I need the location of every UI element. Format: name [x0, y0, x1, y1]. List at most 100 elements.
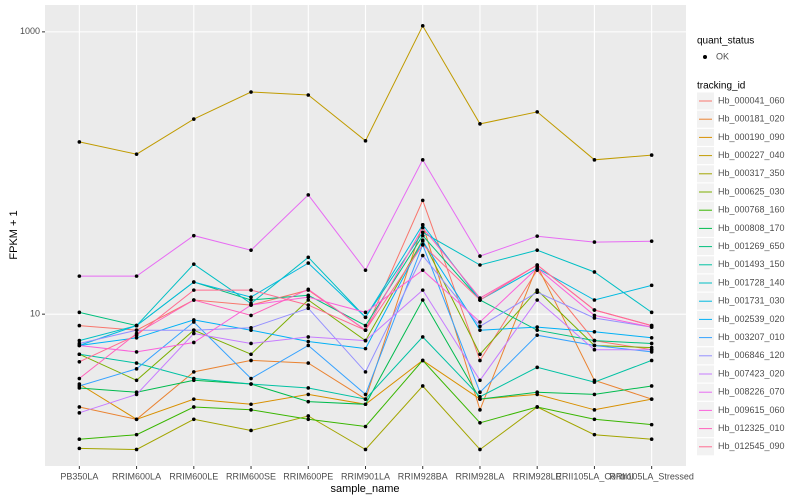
data-point [192, 340, 196, 345]
data-point [77, 411, 82, 415]
data-point [592, 408, 597, 412]
legend-label: Hb_009615_060 [718, 405, 785, 415]
legend-title: tracking_id [697, 81, 745, 92]
legend-point [703, 55, 707, 59]
data-point [134, 152, 139, 156]
legend-label: Hb_000625_030 [718, 186, 785, 196]
data-point [649, 323, 654, 328]
y-tick-label: 1000 [20, 26, 40, 36]
data-point [306, 386, 311, 390]
data-point [306, 399, 311, 404]
data-point [77, 140, 82, 144]
data-point [592, 347, 597, 352]
legend-label: Hb_000227_040 [718, 150, 785, 160]
x-tick-label: RRIM600PE [283, 471, 333, 481]
data-point [478, 378, 482, 383]
data-point [478, 298, 482, 302]
data-point [192, 288, 196, 292]
data-point [192, 417, 196, 422]
data-point [192, 233, 196, 238]
data-point [420, 243, 425, 247]
data-point [192, 320, 196, 324]
data-point [592, 298, 597, 302]
shape-legend-title: quant_status [697, 36, 754, 47]
data-point [363, 139, 368, 143]
data-point [478, 352, 482, 357]
data-point [77, 446, 82, 451]
data-point [306, 361, 311, 365]
data-point [478, 390, 482, 394]
data-point [249, 358, 253, 363]
data-point [134, 361, 139, 365]
legend-label: Hb_000190_090 [718, 132, 785, 142]
data-point [535, 263, 539, 267]
data-point [77, 343, 82, 348]
data-point [420, 24, 425, 28]
data-point [77, 384, 82, 388]
data-point [592, 338, 597, 343]
data-point [478, 263, 482, 267]
data-point [420, 230, 425, 235]
data-point [535, 290, 539, 295]
shape-legend-label: OK [716, 51, 729, 61]
data-point [592, 316, 597, 320]
data-point [77, 359, 82, 364]
data-point [420, 225, 425, 230]
y-tick-label: 10 [30, 309, 40, 319]
x-tick-label: RRII105LA_Stressed [609, 471, 694, 481]
data-point [77, 376, 82, 381]
data-point [363, 268, 368, 272]
data-point [420, 233, 425, 238]
y-axis-title: FPKM + 1 [8, 210, 20, 259]
data-point [134, 417, 139, 422]
data-point [77, 338, 82, 343]
data-point [420, 358, 425, 363]
data-point [306, 417, 311, 422]
legend-label: Hb_000808_170 [718, 223, 785, 233]
legend-label: Hb_000768_160 [718, 205, 785, 215]
data-point [192, 280, 196, 284]
data-point [535, 405, 539, 409]
data-point [363, 315, 368, 320]
data-point [192, 370, 196, 374]
data-point [363, 402, 368, 407]
data-point [478, 358, 482, 363]
data-point [592, 329, 597, 334]
legend-label: Hb_006846_120 [718, 350, 785, 360]
legend-label: Hb_001728_140 [718, 277, 785, 287]
data-point [535, 390, 539, 394]
legend-label: Hb_000181_020 [718, 114, 785, 124]
data-point [535, 365, 539, 370]
data-point [649, 239, 654, 243]
data-point [306, 303, 311, 307]
data-point [306, 414, 311, 418]
data-point [592, 343, 597, 348]
data-point [134, 432, 139, 437]
x-tick-label: PB350LA [60, 471, 98, 481]
legend-label: Hb_007423_020 [718, 368, 785, 378]
x-tick-label: RRIM600SE [226, 471, 276, 481]
data-point [535, 110, 539, 114]
data-point [363, 370, 368, 374]
data-point [134, 323, 139, 328]
data-point [420, 335, 425, 339]
data-point [649, 283, 654, 288]
data-point [77, 274, 82, 278]
data-point [592, 392, 597, 397]
data-point [249, 341, 253, 346]
data-point [134, 274, 139, 278]
legend-label: Hb_001269_650 [718, 241, 785, 251]
data-point [420, 384, 425, 388]
data-point [363, 397, 368, 401]
data-point [535, 266, 539, 270]
data-point [306, 193, 311, 197]
data-point [249, 295, 253, 299]
data-point [420, 239, 425, 243]
data-point [306, 343, 311, 348]
data-point [363, 328, 368, 332]
data-point [306, 306, 311, 311]
data-point [592, 270, 597, 274]
data-point [77, 405, 82, 409]
data-point [134, 350, 139, 354]
data-point [535, 234, 539, 238]
